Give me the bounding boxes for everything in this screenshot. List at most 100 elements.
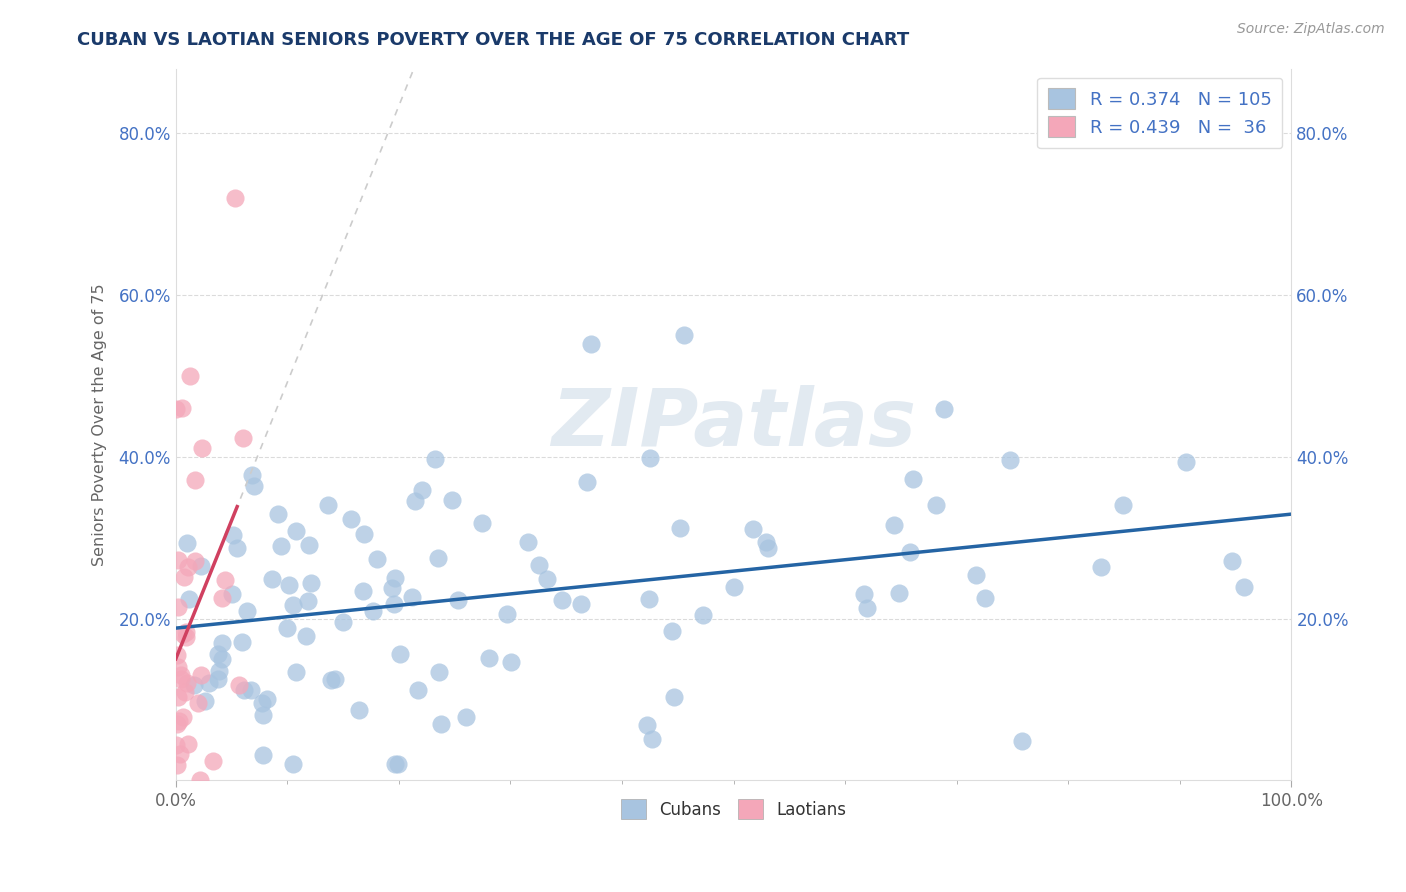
Point [898, 544, 921, 558]
Point [965, 568, 987, 582]
Point [284, 524, 307, 538]
Point [496, 607, 519, 621]
Point [381, 582, 404, 596]
Point [194, 694, 217, 708]
Point [856, 601, 879, 615]
Point [167, 553, 190, 567]
Point [270, 539, 292, 553]
Point [184, 554, 207, 568]
Point [529, 558, 551, 572]
Point [214, 573, 236, 587]
Point [177, 737, 200, 751]
Point [662, 690, 685, 704]
Point [756, 541, 779, 555]
Point [1233, 580, 1256, 594]
Point [297, 594, 319, 608]
Point [224, 191, 246, 205]
Point [281, 598, 304, 612]
Point [636, 718, 658, 732]
Point [167, 660, 190, 674]
Point [384, 571, 406, 585]
Point [179, 368, 201, 383]
Point [252, 748, 274, 763]
Point [252, 707, 274, 722]
Point [174, 685, 197, 699]
Point [637, 592, 659, 607]
Point [661, 624, 683, 638]
Text: Source: ZipAtlas.com: Source: ZipAtlas.com [1237, 22, 1385, 37]
Point [401, 590, 423, 604]
Point [266, 507, 288, 521]
Point [184, 473, 207, 487]
Point [172, 627, 194, 641]
Point [256, 692, 278, 706]
Point [692, 607, 714, 622]
Point [478, 651, 501, 665]
Point [231, 635, 253, 649]
Point [207, 673, 229, 687]
Point [190, 667, 212, 681]
Point [281, 757, 304, 772]
Y-axis label: Seniors Poverty Over the Age of 75: Seniors Poverty Over the Age of 75 [93, 283, 107, 566]
Point [169, 747, 191, 762]
Point [579, 336, 602, 351]
Point [284, 665, 307, 680]
Point [294, 629, 316, 643]
Point [236, 603, 259, 617]
Point [243, 479, 266, 493]
Point [353, 527, 375, 541]
Point [925, 498, 948, 512]
Point [1112, 499, 1135, 513]
Point [447, 593, 470, 607]
Point [232, 431, 254, 445]
Point [188, 773, 211, 788]
Point [321, 673, 343, 687]
Point [471, 516, 494, 530]
Point [387, 757, 409, 772]
Point [176, 630, 198, 644]
Point [239, 683, 262, 698]
Point [361, 604, 384, 618]
Point [569, 597, 592, 611]
Point [323, 672, 346, 686]
Point [998, 453, 1021, 467]
Point [170, 672, 193, 686]
Point [169, 668, 191, 682]
Point [853, 587, 876, 601]
Point [411, 483, 433, 497]
Point [167, 714, 190, 728]
Point [187, 696, 209, 710]
Point [240, 468, 263, 483]
Point [440, 493, 463, 508]
Point [353, 583, 375, 598]
Legend: Cubans, Laotians: Cubans, Laotians [614, 793, 853, 825]
Point [207, 648, 229, 662]
Point [382, 598, 405, 612]
Point [166, 758, 188, 772]
Point [222, 528, 245, 542]
Point [221, 587, 243, 601]
Point [183, 678, 205, 692]
Point [973, 591, 995, 605]
Point [250, 696, 273, 710]
Point [165, 402, 187, 417]
Point [426, 550, 449, 565]
Point [934, 402, 956, 417]
Point [641, 731, 664, 746]
Point [456, 710, 478, 724]
Point [423, 451, 446, 466]
Point [190, 558, 212, 573]
Point [172, 401, 194, 416]
Text: ZIPatlas: ZIPatlas [551, 385, 917, 464]
Point [211, 652, 233, 666]
Point [211, 591, 233, 605]
Point [165, 739, 187, 753]
Point [332, 615, 354, 629]
Point [1220, 553, 1243, 567]
Point [232, 682, 254, 697]
Point [669, 521, 692, 535]
Point [1011, 734, 1033, 748]
Point [191, 441, 214, 455]
Point [260, 573, 283, 587]
Point [167, 690, 190, 704]
